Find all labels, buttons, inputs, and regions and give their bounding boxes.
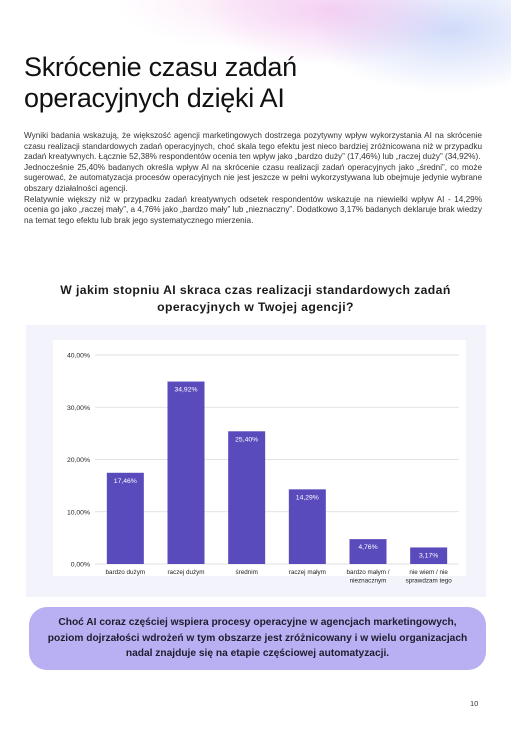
y-tick-label: 20,00% — [67, 457, 90, 464]
data-label: 14,29% — [296, 494, 319, 501]
paragraph: Relatywnie większy niż w przypadku zadań… — [24, 194, 482, 225]
x-tick-label: sprawdzam tego — [406, 578, 453, 585]
bar — [106, 472, 144, 564]
bar — [288, 489, 326, 564]
x-tick-label: bardzo małym / — [346, 569, 389, 576]
page-number: 10 — [470, 699, 479, 708]
x-tick-label: średnim — [235, 569, 257, 576]
x-tick-label: nieznacznym — [350, 578, 387, 585]
bar — [410, 547, 448, 564]
x-tick-label: bardzo dużym — [106, 569, 146, 576]
x-tick-label: nie wiem / nie — [409, 569, 448, 576]
summary-callout: Choć AI coraz częściej wspiera procesy o… — [29, 607, 486, 670]
y-tick-label: 30,00% — [67, 405, 90, 412]
bar — [167, 381, 205, 564]
y-tick-label: 0,00% — [71, 562, 90, 569]
data-label: 34,92% — [174, 387, 197, 394]
data-label: 3,17% — [419, 552, 438, 559]
page-title: Skrócenie czasu zadań operacyjnych dzięk… — [24, 52, 297, 113]
y-tick-label: 10,00% — [67, 509, 90, 516]
bar — [228, 431, 266, 564]
data-label: 17,46% — [114, 478, 137, 485]
bar — [349, 539, 387, 564]
data-label: 4,76% — [358, 544, 377, 551]
body-text: Wyniki badania wskazują, że większość ag… — [24, 131, 482, 226]
y-tick-label: 40,00% — [67, 353, 90, 360]
paragraph: Wyniki badania wskazują, że większość ag… — [24, 131, 482, 162]
callout-text: Choć AI coraz częściej wspiera procesy o… — [47, 617, 468, 660]
paragraph: Jednocześnie 25,40% badanych określa wpł… — [24, 162, 482, 193]
data-label: 25,40% — [235, 436, 258, 443]
x-tick-label: raczej dużym — [167, 569, 204, 576]
chart-title: W jakim stopniu AI skraca czas realizacj… — [60, 283, 451, 314]
bar-chart: 0,00% 10,00% 20,00% 30,00% 40,00% 17,46% bardz… — [53, 340, 466, 585]
x-tick-label: raczej małym — [289, 569, 326, 576]
